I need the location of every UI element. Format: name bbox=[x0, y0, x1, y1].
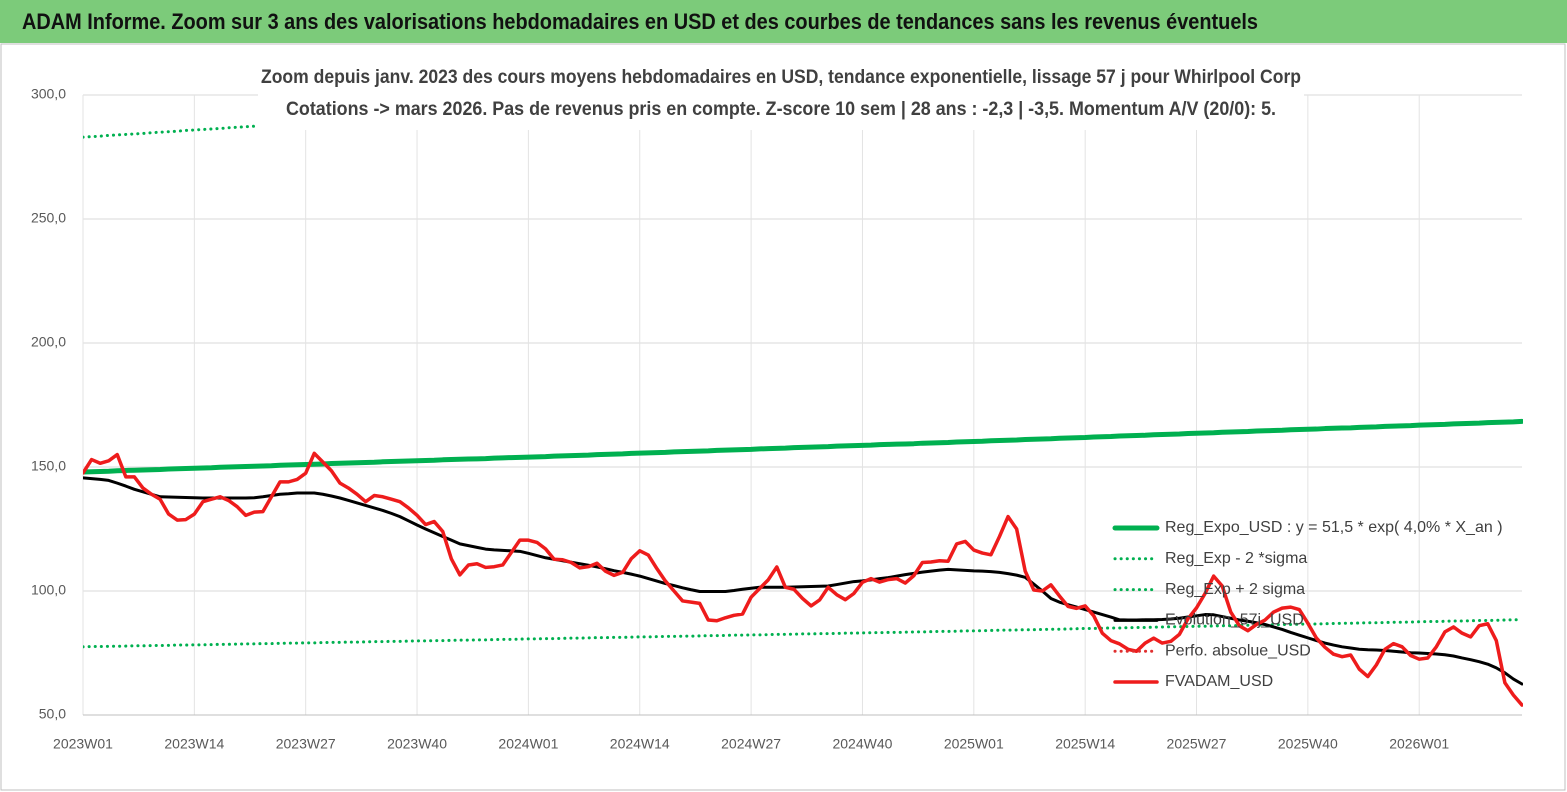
chart-frame bbox=[0, 43, 1566, 791]
y-tick-label: 50,0 bbox=[39, 706, 66, 722]
x-tick-label: 2025W40 bbox=[1278, 736, 1338, 752]
x-tick-label: 2024W40 bbox=[832, 736, 892, 752]
y-tick-label: 100,0 bbox=[31, 582, 66, 598]
y-tick-label: 300,0 bbox=[31, 86, 66, 102]
series-line bbox=[83, 451, 1523, 707]
legend: Reg_Expo_USD : y = 51,5 * exp( 4,0% * X_… bbox=[1112, 519, 1503, 690]
x-tick-label: 2025W14 bbox=[1055, 736, 1115, 752]
subtitle-line: Zoom depuis janv. 2023 des cours moyens … bbox=[261, 67, 1301, 88]
x-tick-label: 2024W27 bbox=[721, 736, 781, 752]
x-tick-label: 2023W01 bbox=[53, 736, 113, 752]
legend-label: Reg_Exp - 2 *sigma bbox=[1165, 550, 1307, 567]
series-line bbox=[83, 618, 1523, 649]
y-tick-label: 200,0 bbox=[31, 334, 66, 350]
x-tick-label: 2026W01 bbox=[1389, 736, 1449, 752]
plot-area bbox=[83, 93, 1523, 707]
legend-label: Perfo. absolue_USD bbox=[1165, 642, 1311, 659]
x-tick-label: 2023W14 bbox=[164, 736, 224, 752]
legend-label: FVADAM_USD bbox=[1165, 673, 1273, 690]
legend-label: Evolution_57j_USD bbox=[1165, 612, 1304, 629]
subtitle-line: Cotations -> mars 2026. Pas de revenus p… bbox=[286, 99, 1276, 120]
x-tick-label: 2024W14 bbox=[610, 736, 670, 752]
chart-title: ADAM Informe. Zoom sur 3 ans des valoris… bbox=[22, 9, 1258, 34]
legend-label: Reg_Expo_USD : y = 51,5 * exp( 4,0% * X_… bbox=[1165, 519, 1503, 536]
subtitle-box bbox=[258, 60, 1304, 130]
x-tick-label: 2024W01 bbox=[498, 736, 558, 752]
x-tick-label: 2025W01 bbox=[944, 736, 1004, 752]
y-tick-label: 250,0 bbox=[31, 210, 66, 226]
header-band bbox=[0, 0, 1567, 43]
x-tick-label: 2023W40 bbox=[387, 736, 447, 752]
x-tick-label: 2023W27 bbox=[276, 736, 336, 752]
legend-label: Reg_Exp + 2 sigma bbox=[1165, 581, 1305, 598]
y-tick-label: 150,0 bbox=[31, 458, 66, 474]
series-line bbox=[83, 476, 1523, 686]
x-tick-label: 2025W27 bbox=[1167, 736, 1227, 752]
